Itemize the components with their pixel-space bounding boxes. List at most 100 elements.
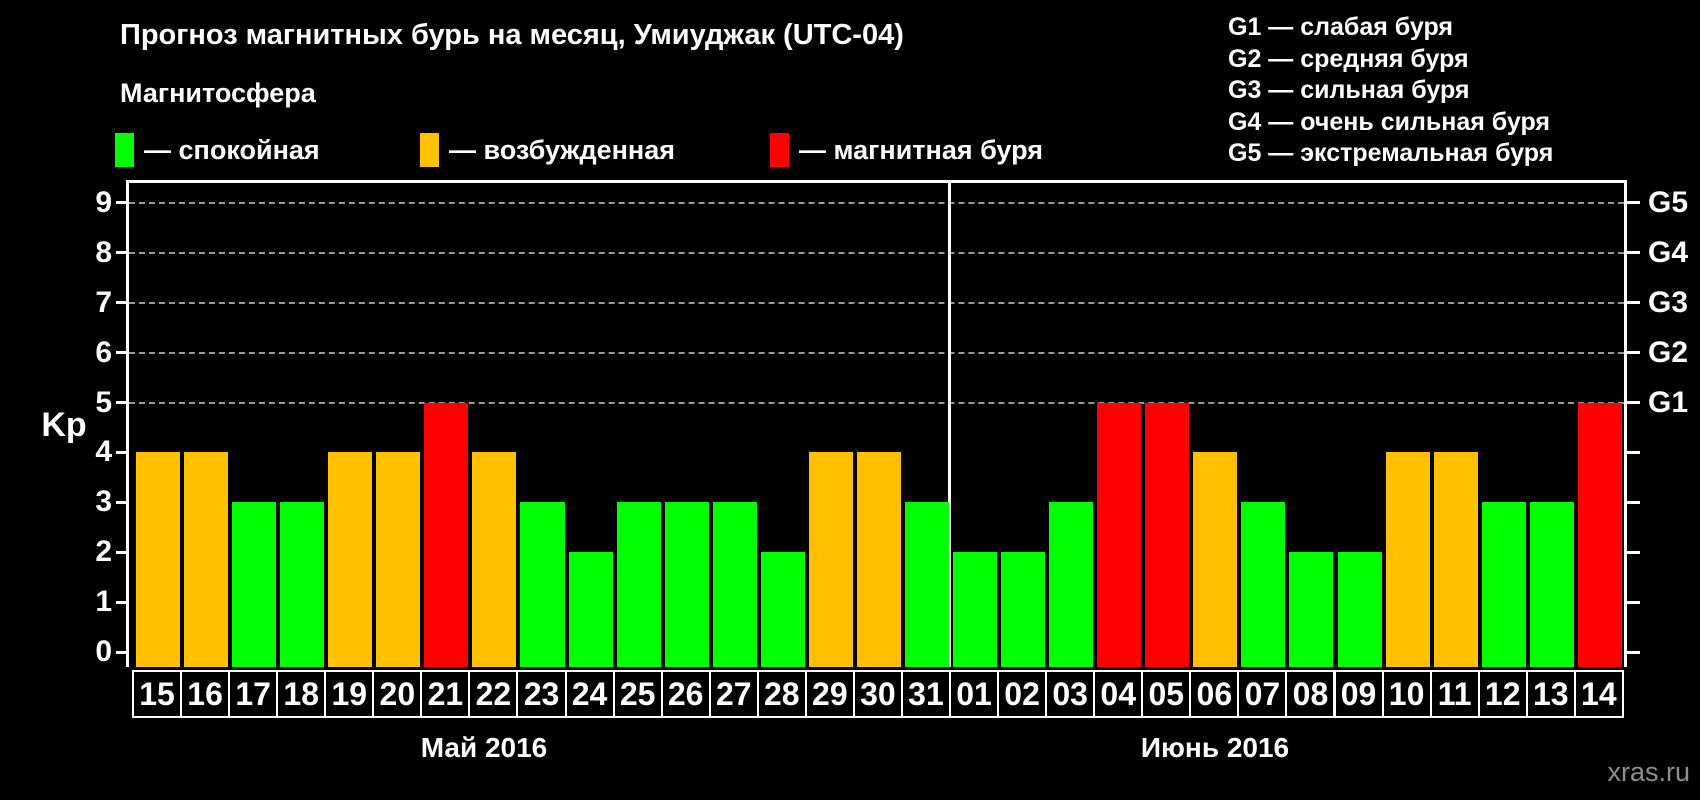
day-cell-13: 13 xyxy=(1525,670,1576,718)
y-tick-9 xyxy=(116,201,129,205)
y-tick-1 xyxy=(116,600,129,604)
y-tick-3 xyxy=(116,500,129,504)
bar-day-20 xyxy=(376,452,421,667)
bar-day-12 xyxy=(1481,502,1526,667)
day-cell-30: 30 xyxy=(852,670,903,718)
y-tick-0 xyxy=(116,650,129,654)
y-tick-label-9: 9 xyxy=(95,185,112,219)
right-axis-label-G5: G5 xyxy=(1648,185,1689,219)
storm-scale-line-G5: G5 — экстремальная буря xyxy=(1228,139,1554,167)
chart-title: Прогноз магнитных бурь на месяц, Умиуджа… xyxy=(120,19,904,51)
right-axis-label-G1: G1 xyxy=(1648,385,1689,419)
day-cell-02: 02 xyxy=(997,670,1048,718)
right-tick-8 xyxy=(1627,251,1640,255)
y-tick-5 xyxy=(116,401,129,404)
day-cell-12: 12 xyxy=(1477,670,1528,718)
right-axis-label-G2: G2 xyxy=(1648,335,1689,369)
plot-area xyxy=(126,180,1627,667)
y-tick-label-7: 7 xyxy=(95,285,112,319)
legend-item-storm: — магнитная буря xyxy=(770,132,1043,168)
bar-day-16 xyxy=(184,452,229,667)
right-tick-1 xyxy=(1627,600,1640,604)
day-cell-11: 11 xyxy=(1429,670,1480,718)
bar-day-09 xyxy=(1337,552,1382,667)
bar-day-13 xyxy=(1529,502,1574,667)
right-tick-5 xyxy=(1627,401,1640,404)
y-axis-label: Kp xyxy=(41,406,87,444)
y-tick-6 xyxy=(116,351,129,355)
right-axis-label-G3: G3 xyxy=(1648,285,1689,319)
storm-scale-legend: G1 — слабая буря G2 — средняя буря G3 — си… xyxy=(1228,12,1553,170)
day-cell-06: 06 xyxy=(1189,670,1240,718)
day-cell-07: 07 xyxy=(1237,670,1288,718)
day-cell-15: 15 xyxy=(132,670,183,718)
right-tick-3 xyxy=(1627,500,1640,504)
y-tick-label-0: 0 xyxy=(95,635,112,668)
right-tick-9 xyxy=(1627,201,1640,205)
bar-day-01 xyxy=(953,552,998,667)
right-tick-2 xyxy=(1627,550,1640,554)
bar-day-04 xyxy=(1097,402,1142,667)
bar-day-30 xyxy=(856,452,901,667)
day-cell-25: 25 xyxy=(612,670,663,718)
day-cell-29: 29 xyxy=(804,670,855,718)
y-tick-label-1: 1 xyxy=(95,585,112,619)
y-tick-7 xyxy=(116,301,129,305)
legend-swatch-quiet xyxy=(115,133,134,167)
day-cell-01: 01 xyxy=(949,670,1000,718)
day-cell-27: 27 xyxy=(708,670,759,718)
gridline-kp-5 xyxy=(129,401,1624,404)
bar-day-18 xyxy=(280,502,325,667)
bar-day-29 xyxy=(808,452,853,667)
bar-day-15 xyxy=(136,452,181,667)
y-tick-label-6: 6 xyxy=(95,335,112,369)
bar-day-26 xyxy=(664,502,709,667)
storm-scale-line-G1: G1 — слабая буря xyxy=(1228,13,1454,41)
right-axis-label-G4: G4 xyxy=(1648,235,1689,269)
month-label-2: Июнь 2016 xyxy=(1140,732,1290,763)
day-cell-26: 26 xyxy=(660,670,711,718)
day-cell-05: 05 xyxy=(1141,670,1192,718)
storm-scale-line-G4: G4 — очень сильная буря xyxy=(1228,107,1550,136)
month-separator xyxy=(948,183,952,667)
bar-day-31 xyxy=(904,502,949,667)
legend-label-storm: — магнитная буря xyxy=(799,134,1043,165)
magnetosphere-legend-title: Магнитосфера xyxy=(120,78,316,108)
day-cell-08: 08 xyxy=(1285,670,1336,718)
legend-swatch-excited xyxy=(420,133,439,167)
day-cell-28: 28 xyxy=(756,670,807,718)
day-cell-14: 14 xyxy=(1573,670,1624,718)
watermark: xras.ru xyxy=(1607,757,1690,787)
month-label-1: Май 2016 xyxy=(420,732,548,763)
y-tick-2 xyxy=(116,550,129,554)
bar-day-28 xyxy=(760,552,805,667)
bar-day-25 xyxy=(616,502,661,667)
day-cell-16: 16 xyxy=(180,670,231,718)
y-tick-label-4: 4 xyxy=(95,435,112,469)
gridline-kp-7 xyxy=(129,301,1624,304)
right-tick-7 xyxy=(1627,301,1640,305)
right-tick-0 xyxy=(1627,650,1640,654)
bar-day-03 xyxy=(1049,502,1094,667)
right-tick-4 xyxy=(1627,450,1640,454)
bar-day-27 xyxy=(712,502,757,667)
day-cell-10: 10 xyxy=(1381,670,1432,718)
y-tick-8 xyxy=(116,251,129,255)
y-tick-label-8: 8 xyxy=(95,235,112,269)
bar-day-22 xyxy=(472,452,517,667)
gridline-kp-9 xyxy=(129,201,1624,204)
legend-item-excited: — возбужденная xyxy=(420,132,675,168)
bar-day-14 xyxy=(1577,402,1622,667)
storm-scale-line-G3: G3 — сильная буря xyxy=(1228,76,1470,104)
day-cell-18: 18 xyxy=(276,670,327,718)
legend-item-quiet: — спокойная xyxy=(115,132,320,168)
legend-swatch-storm xyxy=(770,133,789,167)
day-cell-21: 21 xyxy=(420,670,471,718)
bar-day-07 xyxy=(1241,502,1286,667)
